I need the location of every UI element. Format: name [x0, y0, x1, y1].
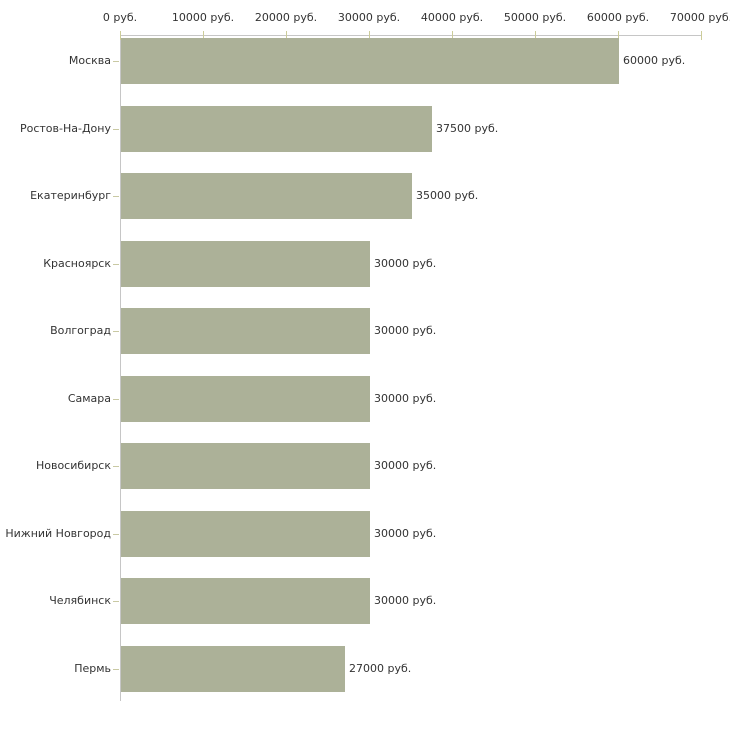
x-axis-tick-label: 10000 руб. — [171, 11, 235, 24]
value-label: 37500 руб. — [436, 122, 499, 135]
bar — [121, 443, 370, 489]
category-tick — [113, 669, 119, 670]
category-tick — [113, 129, 119, 130]
x-axis-tick — [618, 31, 619, 40]
category-tick — [113, 331, 119, 332]
bar — [121, 173, 412, 219]
value-label: 30000 руб. — [374, 392, 437, 405]
x-axis-tick — [203, 31, 204, 40]
category-label: Москва — [68, 54, 111, 67]
x-axis-tick — [535, 31, 536, 40]
value-label: 60000 руб. — [623, 54, 686, 67]
x-axis-tick-label: 70000 руб. — [669, 11, 730, 24]
bar — [121, 38, 619, 84]
value-label: 27000 руб. — [349, 662, 412, 675]
category-tick — [113, 61, 119, 62]
category-tick — [113, 264, 119, 265]
category-label: Красноярск — [43, 257, 111, 270]
category-label: Челябинск — [49, 594, 111, 607]
category-label: Нижний Новгород — [5, 527, 111, 540]
y-axis-line — [120, 35, 121, 701]
x-axis-tick-label: 20000 руб. — [254, 11, 318, 24]
category-tick — [113, 399, 119, 400]
category-label: Самара — [67, 392, 111, 405]
x-axis-tick — [701, 31, 702, 40]
value-label: 30000 руб. — [374, 527, 437, 540]
category-label: Волгоград — [50, 324, 111, 337]
x-axis-tick-label: 30000 руб. — [337, 11, 401, 24]
x-axis-tick-label: 60000 руб. — [586, 11, 650, 24]
category-tick — [113, 601, 119, 602]
value-label: 30000 руб. — [374, 594, 437, 607]
x-axis-tick-label: 0 руб. — [102, 11, 138, 24]
category-tick — [113, 534, 119, 535]
value-label: 35000 руб. — [416, 189, 479, 202]
category-label: Пермь — [74, 662, 111, 675]
bar — [121, 578, 370, 624]
bar — [121, 308, 370, 354]
x-axis-tick-label: 40000 руб. — [420, 11, 484, 24]
x-axis-tick — [120, 31, 121, 40]
value-label: 30000 руб. — [374, 324, 437, 337]
x-axis-tick — [369, 31, 370, 40]
bar — [121, 241, 370, 287]
x-axis-line — [120, 35, 701, 36]
x-axis-tick — [452, 31, 453, 40]
value-label: 30000 руб. — [374, 459, 437, 472]
x-axis-tick-label: 50000 руб. — [503, 11, 567, 24]
category-label: Екатеринбург — [30, 189, 111, 202]
category-tick — [113, 196, 119, 197]
bar — [121, 646, 345, 692]
x-axis-tick — [286, 31, 287, 40]
category-label: Ростов-На-Дону — [19, 122, 111, 135]
bar — [121, 376, 370, 422]
value-label: 30000 руб. — [374, 257, 437, 270]
bar — [121, 106, 432, 152]
bar — [121, 511, 370, 557]
category-label: Новосибирск — [35, 459, 111, 472]
category-tick — [113, 466, 119, 467]
